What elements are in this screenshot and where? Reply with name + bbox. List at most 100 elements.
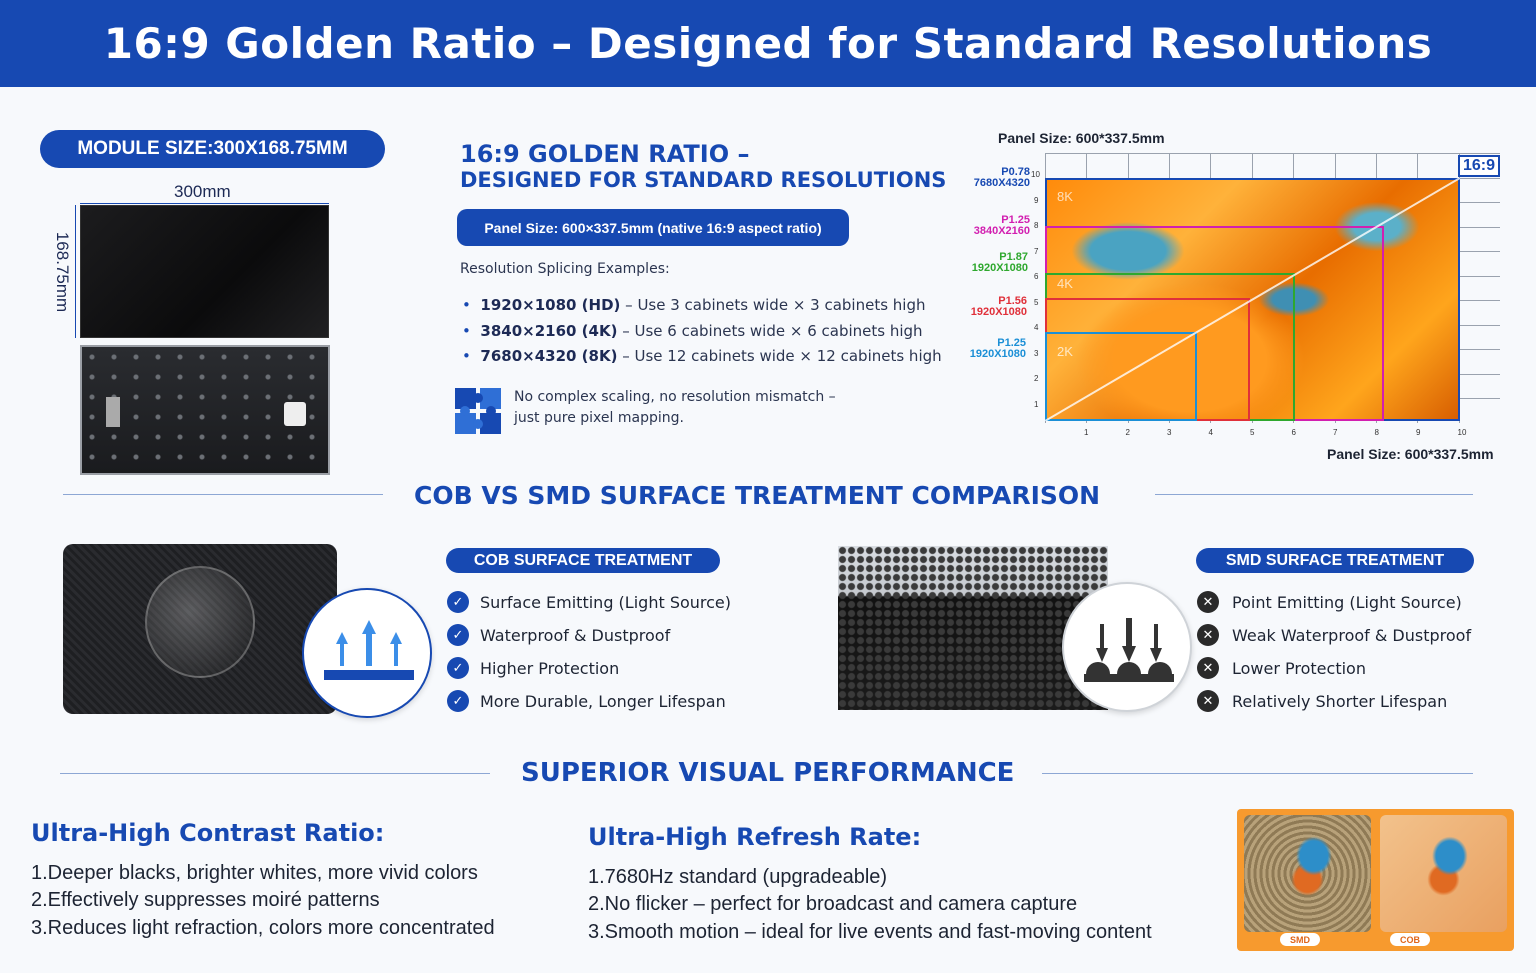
cross-icon: ✕ (1197, 690, 1219, 712)
water-droplet (145, 566, 255, 678)
panel-size-pill-label: Panel Size: 600×337.5mm (native 16:9 asp… (484, 219, 822, 236)
x-tick-label: 4 (1208, 428, 1213, 437)
pitch-label: P1.25 3840X2160 (960, 215, 1030, 237)
pitch-res: 1920X1080 (970, 306, 1027, 318)
smd-pill: SMD SURFACE TREATMENT (1196, 548, 1474, 573)
cob-feature-label: Higher Protection (480, 658, 620, 678)
module-connector (106, 397, 120, 427)
example-item-hd: • 1920×1080 (HD) – Use 3 cabinets wide ×… (462, 296, 926, 314)
zone-label-2k: 2K (1057, 344, 1073, 359)
smd-feature: ✕ Lower Protection (1197, 657, 1366, 679)
zone-label-8k: 8K (1057, 189, 1073, 204)
pitch-value: P0.78 (1001, 166, 1030, 178)
y-tick-label: 9 (1034, 195, 1039, 205)
smd-vs-cob-image: SMD COB (1237, 809, 1514, 951)
check-icon: ✓ (447, 657, 469, 679)
x-tick-label: 6 (1291, 428, 1296, 437)
smd-feature-label: Point Emitting (Light Source) (1232, 592, 1462, 612)
ratio-tag: 16:9 (1458, 155, 1500, 177)
pitch-res: 7680X4320 (973, 177, 1030, 189)
divider-left-2 (60, 773, 490, 774)
example-desc: – Use 6 cabinets wide × 6 cabinets high (617, 322, 923, 340)
example-item-4k: • 3840×2160 (4K) – Use 6 cabinets wide ×… (462, 322, 923, 340)
page-header: 16:9 Golden Ratio – Designed for Standar… (0, 0, 1536, 87)
cob-feature-label: More Durable, Longer Lifespan (480, 691, 726, 711)
x-tick-label: 5 (1250, 428, 1255, 437)
x-tick-label: 10 (1457, 428, 1467, 437)
pitch-res: 1920X1080 (971, 262, 1028, 274)
x-tick-label: 7 (1333, 428, 1338, 437)
point-emit-icon (1084, 618, 1174, 682)
smd-bird-image (1244, 815, 1371, 932)
example-res: 7680×4320 (8K) (480, 347, 618, 365)
x-tick-label: 2 (1125, 428, 1130, 437)
cob-feature: ✓ Surface Emitting (Light Source) (447, 591, 731, 613)
pitch-label: P1.25 1920X1080 (956, 338, 1026, 360)
module-label-sticker (284, 402, 306, 426)
smd-emission-badge (1062, 582, 1192, 712)
cross-icon: ✕ (1197, 591, 1219, 613)
cob-feature: ✓ Waterproof & Dustproof (447, 624, 670, 646)
grid-bottom-label: Panel Size: 600*337.5mm (1327, 446, 1494, 462)
y-tick-label: 4 (1034, 323, 1039, 332)
x-tick-label: 9 (1416, 428, 1421, 437)
x-tick-label: 1 (1084, 428, 1089, 437)
refresh-line: 1.7680Hz standard (upgradeable) (588, 866, 888, 888)
cob-feature: ✓ More Durable, Longer Lifespan (447, 690, 726, 712)
divider-right-2 (1042, 773, 1473, 774)
y-tick-label: 3 (1034, 348, 1039, 358)
pitch-label: P0.78 7680X4320 (960, 167, 1030, 189)
contrast-line: 3.Reduces light refraction, colors more … (31, 917, 495, 939)
panel-size-pill: Panel Size: 600×337.5mm (native 16:9 asp… (457, 209, 849, 246)
puzzle-icon (453, 386, 503, 436)
diagonal-line (1045, 178, 1460, 421)
y-tick-label: 1 (1034, 399, 1039, 409)
examples-heading: Resolution Splicing Examples: (460, 261, 670, 277)
zone-1k-box-b (1045, 332, 1197, 421)
pitch-value: P1.25 (997, 337, 1026, 349)
cob-tag: COB (1390, 933, 1430, 946)
pitch-res: 1920X1080 (969, 348, 1026, 360)
pitch-value: P1.25 (1001, 214, 1030, 226)
cob-emission-badge (302, 588, 432, 718)
smd-feature-label: Relatively Shorter Lifespan (1232, 691, 1448, 711)
example-desc: – Use 12 cabinets wide × 12 cabinets hig… (617, 347, 942, 365)
golden-title-line1: 16:9 GOLDEN RATIO – (460, 140, 750, 168)
example-desc: – Use 3 cabinets wide × 3 cabinets high (620, 296, 926, 314)
refresh-title: Ultra-High Refresh Rate: (588, 823, 922, 851)
bullet-dot: • (462, 296, 481, 314)
note-line1: No complex scaling, no resolution mismat… (514, 389, 836, 405)
pitch-res: 3840X2160 (973, 225, 1030, 237)
y-tick-label: 8 (1034, 221, 1039, 230)
smd-feature: ✕ Weak Waterproof & Dustproof (1197, 624, 1471, 646)
cross-icon: ✕ (1197, 657, 1219, 679)
cob-feature-label: Waterproof & Dustproof (480, 625, 671, 645)
module-size-label: MODULE SIZE:300X168.75MM (77, 138, 348, 159)
pitch-value: P1.56 (998, 295, 1027, 307)
pitch-label: P1.87 1920X1080 (958, 252, 1028, 274)
pitch-label: P1.56 1920X1080 (957, 296, 1027, 318)
x-tick-label: 8 (1374, 428, 1379, 437)
check-icon: ✓ (447, 690, 469, 712)
contrast-line: 2.Effectively suppresses moiré patterns (31, 889, 380, 911)
smd-feature-label: Lower Protection (1232, 658, 1366, 678)
cob-pill-label: COB SURFACE TREATMENT (473, 551, 693, 569)
bullet-dot: • (462, 322, 481, 340)
grid-top-label: Panel Size: 600*337.5mm (998, 130, 1165, 146)
smd-photo (838, 546, 1108, 710)
cob-bird-image (1380, 815, 1507, 932)
note-line2: just pure pixel mapping. (514, 410, 684, 426)
smd-feature-label: Weak Waterproof & Dustproof (1232, 625, 1472, 645)
module-width-line (80, 203, 329, 204)
smd-feature: ✕ Relatively Shorter Lifespan (1197, 690, 1447, 712)
divider-left (63, 494, 383, 495)
contrast-line: 1.Deeper blacks, brighter whites, more v… (31, 862, 478, 884)
cob-feature: ✓ Higher Protection (447, 657, 619, 679)
refresh-line: 3.Smooth motion – ideal for live events … (588, 921, 1152, 943)
module-front-image (80, 205, 329, 338)
cob-feature-label: Surface Emitting (Light Source) (480, 592, 732, 612)
surface-emit-icon (324, 620, 414, 680)
x-tick-label: 3 (1167, 428, 1172, 437)
example-item-8k: • 7680×4320 (8K) – Use 12 cabinets wide … (462, 347, 942, 365)
y-tick-label: 6 (1034, 272, 1039, 281)
